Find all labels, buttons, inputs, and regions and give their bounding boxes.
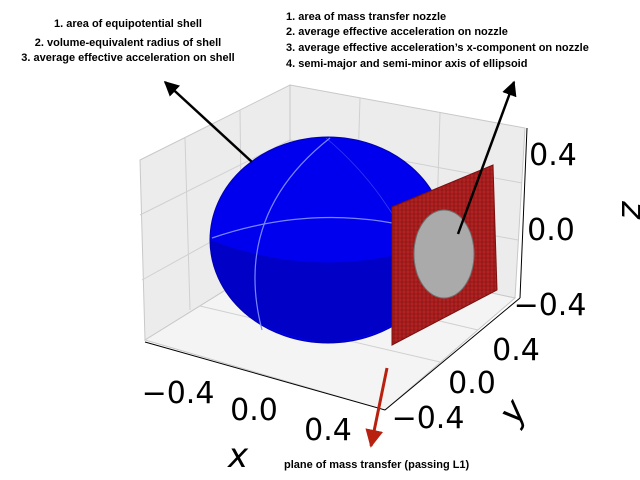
z-tick-label: 0.0 bbox=[527, 213, 575, 248]
plane-annotation: plane of mass transfer (passing L1) bbox=[284, 459, 470, 471]
nozzle-annotation-line: 1. area of mass transfer nozzle bbox=[286, 11, 446, 23]
y-tick-label: −0.4 bbox=[392, 401, 465, 436]
x-tick-label: −0.4 bbox=[142, 376, 215, 411]
z-axis: 0.4 0.0 −0.4 z bbox=[514, 138, 640, 323]
axis-lines bbox=[144, 127, 528, 411]
shell-shadow bbox=[210, 240, 446, 343]
shell-annotation: 1. area of equipotential shell 2. volume… bbox=[21, 18, 234, 64]
x-axis-label: x bbox=[227, 436, 249, 476]
y-axis-label: y bbox=[490, 391, 535, 432]
z-tick-label: −0.4 bbox=[514, 288, 587, 323]
shell-annotation-line: 3. average effective acceleration on she… bbox=[21, 52, 234, 64]
x-axis-line bbox=[144, 341, 386, 411]
plane-arrow bbox=[365, 367, 389, 448]
nozzle-ellipse bbox=[413, 209, 475, 299]
annotation-arrows bbox=[163, 80, 517, 448]
nozzle-annotation-line: 3. average effective acceleration’s x-co… bbox=[286, 42, 589, 54]
z-tick-label: 0.4 bbox=[529, 138, 577, 173]
x-tick-label: 0.4 bbox=[304, 413, 352, 448]
nozzle-annotation-line: 4. semi-major and semi-minor axis of ell… bbox=[286, 58, 527, 70]
y-tick-label: 0.0 bbox=[448, 366, 496, 401]
x-tick-label: 0.0 bbox=[230, 393, 278, 428]
nozzle-annotation: 1. area of mass transfer nozzle 2. avera… bbox=[286, 11, 589, 70]
y-axis-line bbox=[384, 297, 521, 411]
nozzle-annotation-line: 2. average effective acceleration on noz… bbox=[286, 26, 508, 38]
x-axis: −0.4 0.0 0.4 x bbox=[142, 376, 352, 476]
y-tick-label: 0.4 bbox=[492, 333, 540, 368]
nozzle-arrow bbox=[456, 80, 517, 235]
z-axis-label: z bbox=[613, 200, 640, 220]
shell-annotation-line: 1. area of equipotential shell bbox=[54, 18, 202, 30]
z-axis-line bbox=[519, 127, 528, 299]
equipotential-shell bbox=[209, 136, 447, 344]
shell-annotation-line: 2. volume-equivalent radius of shell bbox=[35, 37, 221, 49]
shell-arrow bbox=[163, 80, 253, 163]
